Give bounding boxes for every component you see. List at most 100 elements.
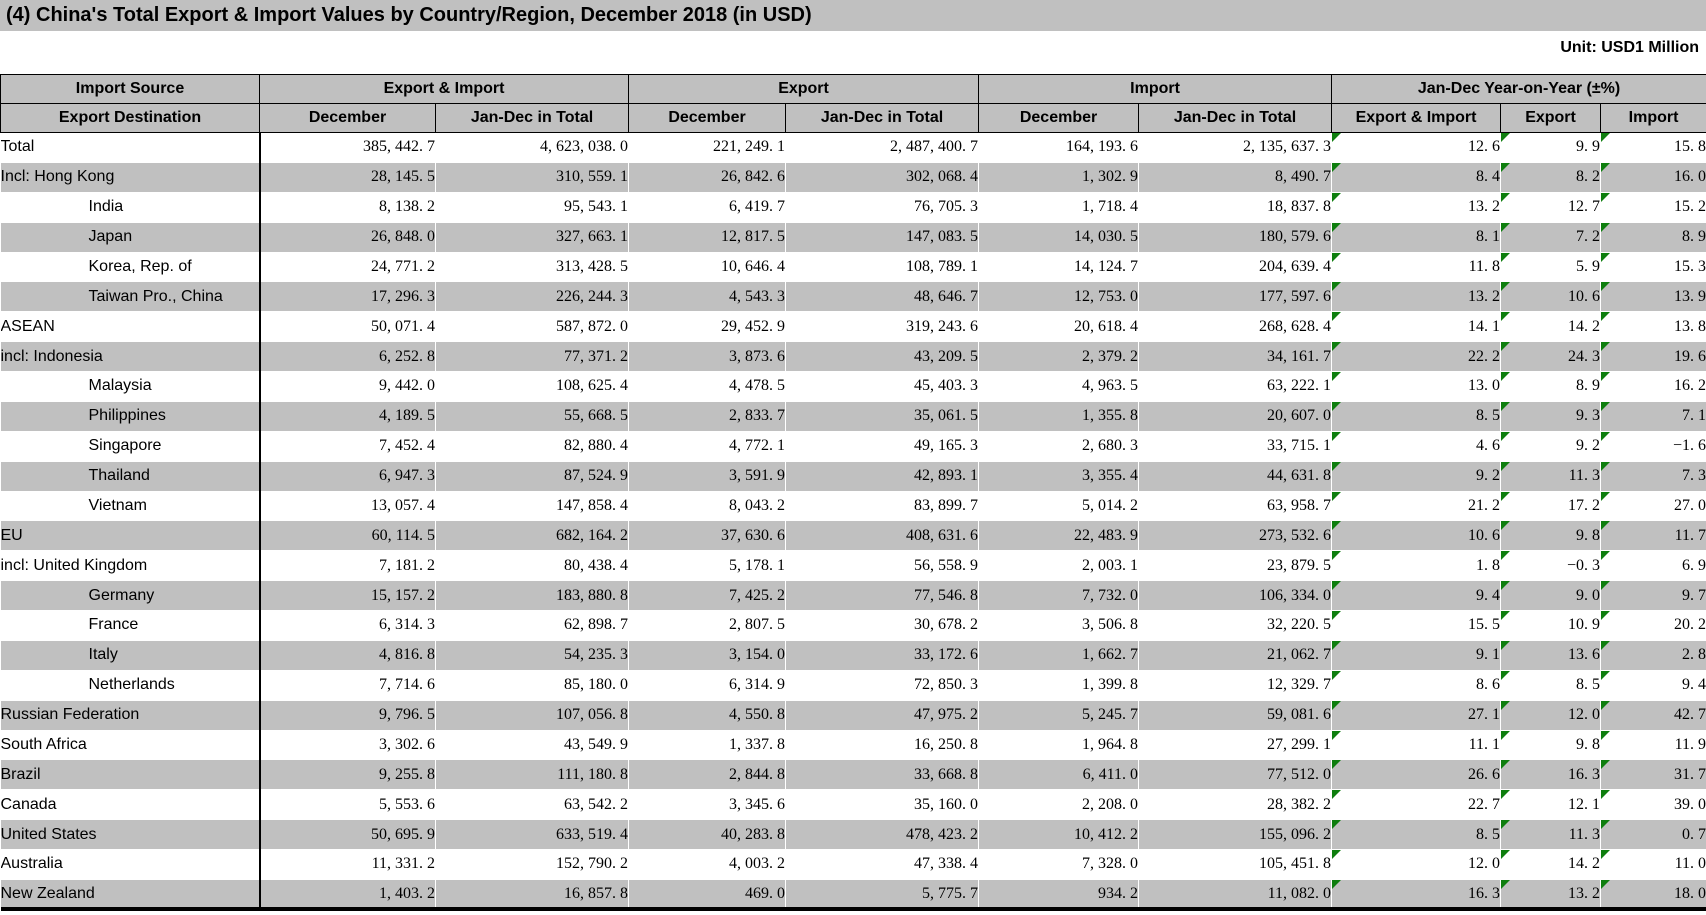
value-cell[interactable]: 35, 160. 0 [785,789,980,821]
value-cell[interactable]: 43, 549. 9 [435,730,630,761]
yoy-value-cell[interactable]: 19. 6 [1600,341,1706,372]
value-cell[interactable]: 77, 512. 0 [1138,759,1333,791]
value-cell[interactable]: 106, 334. 0 [1138,580,1333,611]
yoy-value-cell[interactable]: 17. 2 [1500,491,1602,522]
value-cell[interactable]: 2, 003. 1 [978,550,1140,582]
yoy-value-cell[interactable]: 15. 2 [1600,192,1706,223]
yoy-value-cell[interactable]: 27. 0 [1600,491,1706,522]
value-cell[interactable]: 8, 138. 2 [259,192,436,223]
value-cell[interactable]: 14, 030. 5 [978,222,1140,253]
value-cell[interactable]: 4, 816. 8 [259,640,436,671]
row-label-cell[interactable]: New Zealand [0,879,261,912]
yoy-value-cell[interactable]: 15. 8 [1600,132,1706,163]
value-cell[interactable]: 2, 487, 400. 7 [785,132,980,163]
value-cell[interactable]: 33, 715. 1 [1138,431,1333,462]
yoy-value-cell[interactable]: 9. 9 [1500,132,1602,163]
value-cell[interactable]: 16, 250. 8 [785,730,980,761]
value-cell[interactable]: 180, 579. 6 [1138,222,1333,253]
value-cell[interactable]: 682, 164. 2 [435,520,630,552]
yoy-value-cell[interactable]: 9. 2 [1331,461,1502,492]
value-cell[interactable]: 478, 423. 2 [785,819,980,850]
value-cell[interactable]: 587, 872. 0 [435,311,630,343]
yoy-value-cell[interactable]: 21. 2 [1331,491,1502,522]
yoy-value-cell[interactable]: 13. 2 [1331,192,1502,223]
value-cell[interactable]: 6, 314. 3 [259,610,436,641]
value-cell[interactable]: 7, 452. 4 [259,431,436,462]
header-group-export-import[interactable]: Export & Import [258,74,630,104]
value-cell[interactable]: 2, 807. 5 [628,610,787,641]
value-cell[interactable]: 633, 519. 4 [435,819,630,850]
value-cell[interactable]: 9, 796. 5 [259,700,436,731]
yoy-value-cell[interactable]: 39. 0 [1600,789,1706,821]
row-label-cell[interactable]: Malaysia [0,371,261,402]
value-cell[interactable]: 4, 963. 5 [978,371,1140,402]
row-label-cell[interactable]: India [0,192,261,223]
value-cell[interactable]: 4, 543. 3 [628,281,787,313]
yoy-value-cell[interactable]: 8. 2 [1500,162,1602,193]
value-cell[interactable]: 4, 003. 2 [628,849,787,880]
value-cell[interactable]: 3, 591. 9 [628,461,787,492]
value-cell[interactable]: 37, 630. 6 [628,520,787,552]
row-label-cell[interactable]: South Africa [0,730,261,761]
yoy-value-cell[interactable]: 12. 6 [1331,132,1502,163]
value-cell[interactable]: 32, 220. 5 [1138,610,1333,641]
yoy-value-cell[interactable]: 15. 5 [1331,610,1502,641]
row-label-cell[interactable]: Canada [0,789,261,821]
value-cell[interactable]: 10, 646. 4 [628,252,787,283]
value-cell[interactable]: 21, 062. 7 [1138,640,1333,671]
yoy-value-cell[interactable]: 15. 3 [1600,252,1706,283]
value-cell[interactable]: 16, 857. 8 [435,879,630,912]
header-col-4-jan-dec-in-total[interactable]: Jan-Dec in Total [785,103,980,133]
yoy-value-cell[interactable]: 7. 1 [1600,401,1706,432]
value-cell[interactable]: 2, 379. 2 [978,341,1140,372]
value-cell[interactable]: 24, 771. 2 [259,252,436,283]
value-cell[interactable]: 47, 975. 2 [785,700,980,731]
yoy-value-cell[interactable]: 12. 0 [1331,849,1502,880]
value-cell[interactable]: 3, 506. 8 [978,610,1140,641]
value-cell[interactable]: 40, 283. 8 [628,819,787,850]
yoy-value-cell[interactable]: 11. 9 [1600,730,1706,761]
value-cell[interactable]: 4, 478. 5 [628,371,787,402]
value-cell[interactable]: 226, 244. 3 [435,281,630,313]
yoy-value-cell[interactable]: 16. 2 [1600,371,1706,402]
yoy-value-cell[interactable]: 11. 3 [1500,461,1602,492]
value-cell[interactable]: 63, 222. 1 [1138,371,1333,402]
yoy-value-cell[interactable]: 9. 8 [1500,730,1602,761]
row-label-cell[interactable]: France [0,610,261,641]
value-cell[interactable]: 11, 331. 2 [259,849,436,880]
header-col-8-export[interactable]: Export [1500,103,1602,133]
value-cell[interactable]: 5, 775. 7 [785,879,980,912]
value-cell[interactable]: 26, 848. 0 [259,222,436,253]
value-cell[interactable]: 8, 043. 2 [628,491,787,522]
value-cell[interactable]: 204, 639. 4 [1138,252,1333,283]
yoy-value-cell[interactable]: −0. 3 [1500,550,1602,582]
value-cell[interactable]: 155, 096. 2 [1138,819,1333,850]
row-label-cell[interactable]: Vietnam [0,491,261,522]
yoy-value-cell[interactable]: 10. 6 [1331,520,1502,552]
yoy-value-cell[interactable]: 11. 3 [1500,819,1602,850]
value-cell[interactable]: 4, 772. 1 [628,431,787,462]
value-cell[interactable]: 33, 668. 8 [785,759,980,791]
value-cell[interactable]: 33, 172. 6 [785,640,980,671]
value-cell[interactable]: 147, 858. 4 [435,491,630,522]
yoy-value-cell[interactable]: 10. 6 [1500,281,1602,313]
value-cell[interactable]: 385, 442. 7 [259,132,436,163]
value-cell[interactable]: 5, 245. 7 [978,700,1140,731]
yoy-value-cell[interactable]: 8. 5 [1500,670,1602,701]
yoy-value-cell[interactable]: 9. 4 [1331,580,1502,611]
yoy-value-cell[interactable]: 14. 1 [1331,311,1502,343]
yoy-value-cell[interactable]: 14. 2 [1500,311,1602,343]
value-cell[interactable]: 1, 964. 8 [978,730,1140,761]
yoy-value-cell[interactable]: 5. 9 [1500,252,1602,283]
value-cell[interactable]: 6, 947. 3 [259,461,436,492]
value-cell[interactable]: 111, 180. 8 [435,759,630,791]
header-col-3-december[interactable]: December [628,103,787,133]
yoy-value-cell[interactable]: 10. 9 [1500,610,1602,641]
value-cell[interactable]: 2, 833. 7 [628,401,787,432]
value-cell[interactable]: 28, 145. 5 [259,162,436,193]
value-cell[interactable]: 30, 678. 2 [785,610,980,641]
value-cell[interactable]: 6, 314. 9 [628,670,787,701]
header-group-export[interactable]: Export [628,74,980,104]
value-cell[interactable]: 7, 181. 2 [259,550,436,582]
value-cell[interactable]: 5, 014. 2 [978,491,1140,522]
